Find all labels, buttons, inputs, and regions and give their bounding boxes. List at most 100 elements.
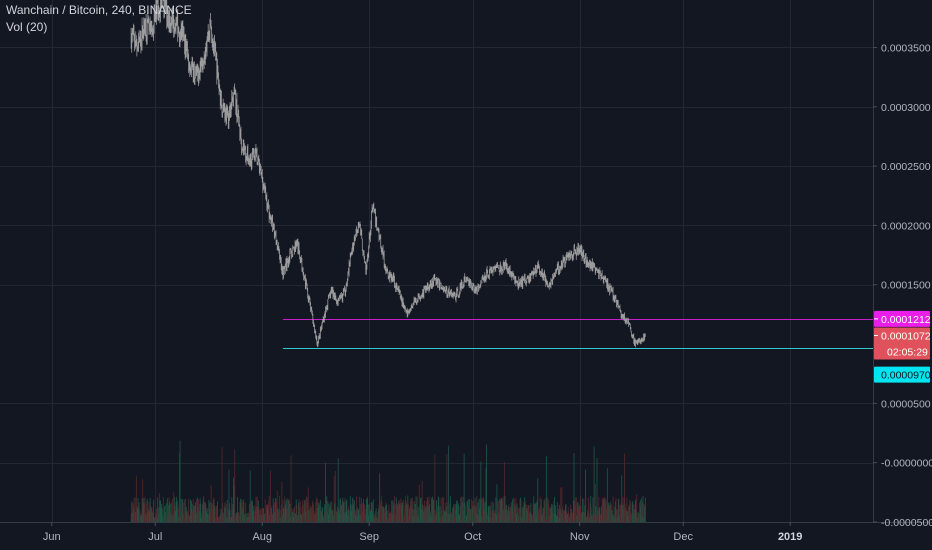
volume-bar xyxy=(193,505,195,522)
volume-bar xyxy=(317,508,319,522)
last-price-tag-box xyxy=(874,327,930,360)
volume-bar xyxy=(605,503,607,522)
symbol-title[interactable]: Wanchain / Bitcoin, 240, BINANCE xyxy=(6,3,192,17)
volume-bars xyxy=(130,440,646,522)
volume-bar xyxy=(288,500,290,522)
volume-bar xyxy=(616,517,618,522)
volume-bar xyxy=(225,508,226,522)
volume-bar xyxy=(486,512,488,522)
volume-bar xyxy=(417,514,419,522)
volume-bar xyxy=(317,498,318,522)
volume-bar xyxy=(518,515,520,522)
volume-bar xyxy=(212,509,214,522)
volume-bar xyxy=(610,504,612,522)
volume-bar xyxy=(639,506,641,522)
support-price-tag: 0.0000970 xyxy=(881,370,931,382)
volume-bar xyxy=(223,506,225,522)
volume-bar xyxy=(283,509,285,522)
volume-bar xyxy=(522,509,524,522)
volume-bar xyxy=(472,500,474,522)
volume-bar xyxy=(441,510,443,522)
volume-bar xyxy=(568,517,570,522)
volume-bar xyxy=(143,503,145,522)
volume-bar xyxy=(401,501,403,522)
volume-bar xyxy=(480,461,482,522)
time-axis[interactable]: Jun Jul Aug Sep Oct Nov Dec 2019 xyxy=(43,522,803,543)
volume-bar xyxy=(580,505,582,522)
volume-bar xyxy=(578,504,580,522)
volume-indicator-label[interactable]: Vol (20) xyxy=(6,20,48,34)
volume-bar xyxy=(421,480,423,522)
volume-bar xyxy=(360,503,362,522)
volume-bar xyxy=(577,503,578,522)
volume-bar xyxy=(543,507,544,522)
volume-bar xyxy=(300,514,302,522)
volume-bar xyxy=(325,462,327,522)
volume-bar xyxy=(189,515,191,522)
volume-bar xyxy=(642,495,644,522)
volume-bar xyxy=(169,501,171,522)
volume-bar xyxy=(307,487,309,522)
volume-bar xyxy=(427,499,429,522)
volume-bar xyxy=(562,509,564,522)
volume-bar xyxy=(555,515,557,522)
volume-bar xyxy=(451,513,453,522)
volume-bar xyxy=(446,454,448,522)
volume-bar xyxy=(219,513,221,522)
volume-bar xyxy=(221,447,223,522)
volume-bar xyxy=(336,511,337,522)
volume-bar xyxy=(394,515,396,522)
volume-bar xyxy=(255,497,257,522)
volume-bar xyxy=(602,500,604,522)
volume-bar xyxy=(456,500,458,522)
volume-bar xyxy=(166,498,168,522)
horizontal-lines[interactable] xyxy=(282,319,873,349)
volume-bar xyxy=(309,513,310,522)
volume-bar xyxy=(327,514,329,522)
volume-bar xyxy=(136,506,138,522)
volume-bar xyxy=(560,513,562,522)
volume-bar xyxy=(522,506,524,522)
volume-bar xyxy=(292,512,294,522)
volume-bar xyxy=(302,500,303,522)
volume-bar xyxy=(520,500,522,522)
volume-bar xyxy=(238,512,240,522)
volume-bar xyxy=(271,508,272,522)
volume-bar xyxy=(188,515,190,522)
volume-bar xyxy=(607,505,609,522)
volume-bar xyxy=(425,505,427,522)
volume-bar xyxy=(424,508,426,522)
volume-bar xyxy=(628,504,630,522)
volume-bar xyxy=(156,508,157,522)
volume-bar xyxy=(475,506,477,522)
volume-bar xyxy=(422,504,424,522)
volume-bar xyxy=(188,498,190,522)
volume-bar xyxy=(566,510,567,522)
volume-bar xyxy=(402,517,404,522)
volume-bar xyxy=(461,517,463,522)
volume-bar xyxy=(228,469,230,522)
volume-bar xyxy=(551,504,553,522)
volume-bar xyxy=(528,505,530,522)
volume-bar xyxy=(372,512,374,522)
volume-bar xyxy=(556,502,558,522)
volume-bar xyxy=(524,500,526,522)
volume-bar xyxy=(170,504,172,522)
volume-bar xyxy=(194,506,196,522)
volume-bar xyxy=(288,500,290,522)
volume-bar xyxy=(185,507,187,522)
volume-bar xyxy=(367,504,369,522)
volume-bar xyxy=(154,517,156,522)
price-axis[interactable]: 0.0003500 0.0003000 0.0002500 0.0002000 0.00… xyxy=(873,42,932,529)
volume-bar xyxy=(570,508,572,522)
volume-bar xyxy=(608,502,609,522)
volume-bar xyxy=(562,506,563,522)
volume-bar xyxy=(444,511,446,522)
volume-bar xyxy=(346,499,348,522)
volume-bar xyxy=(567,507,569,522)
volume-bar xyxy=(591,515,593,522)
volume-bar xyxy=(214,505,216,522)
volume-bar xyxy=(277,517,279,522)
volume-bar xyxy=(175,501,177,522)
